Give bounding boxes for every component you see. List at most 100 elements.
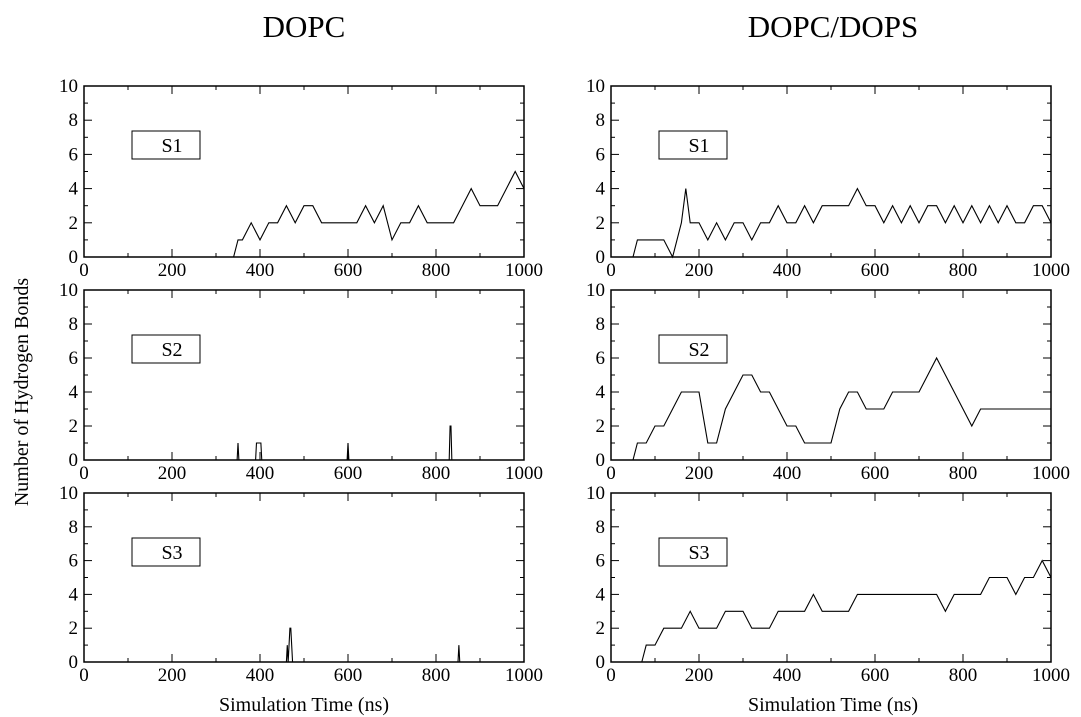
y-tick-label: 6 — [596, 144, 606, 165]
y-tick-label: 6 — [596, 551, 606, 572]
x-tick-label: 600 — [334, 463, 363, 484]
x-tick-label: 600 — [861, 463, 890, 484]
x-tick-label: 400 — [773, 463, 802, 484]
x-tick-label: 0 — [79, 463, 89, 484]
plot-frame — [83, 492, 525, 663]
x-tick-label: 0 — [606, 665, 616, 686]
data-line — [611, 187, 1052, 259]
panel-tag-box — [131, 130, 201, 160]
x-tick-label: 200 — [685, 665, 714, 686]
x-tick-label: 800 — [949, 260, 978, 281]
panel-tag-box — [658, 334, 728, 364]
plot-frame — [610, 85, 1052, 258]
y-tick-label: 2 — [596, 416, 606, 437]
plot-frame — [83, 289, 525, 461]
x-tick-label: 800 — [422, 260, 451, 281]
y-tick-label: 0 — [596, 652, 606, 673]
x-tick-label: 800 — [949, 665, 978, 686]
data-line — [611, 356, 1051, 461]
y-tick-label: 6 — [69, 348, 79, 369]
y-tick-label: 0 — [69, 652, 79, 673]
x-tick-label: 0 — [606, 463, 616, 484]
x-axis-label-left: Simulation Time (ns) — [219, 694, 389, 716]
x-tick-label: 200 — [158, 665, 187, 686]
y-tick-label: 10 — [586, 483, 605, 504]
plot-frame — [610, 492, 1052, 663]
panel-tag-label: S1 — [688, 135, 709, 157]
data-line — [84, 425, 524, 461]
x-tick-label: 1000 — [1032, 463, 1070, 484]
data-line — [611, 559, 1052, 663]
y-tick-label: 4 — [596, 584, 606, 605]
y-tick-label: 6 — [69, 551, 79, 572]
panel-tag-label: S3 — [688, 542, 709, 564]
panel-s3-dopc-dops: 0 200 400 600 800 1000 0 2 4 6 8 10 S3 — [586, 483, 1070, 686]
data-line — [84, 627, 524, 663]
x-tick-label: 400 — [773, 665, 802, 686]
y-axis-label: Number of Hydrogen Bonds — [11, 278, 33, 507]
y-tick-label: 8 — [596, 110, 606, 131]
x-tick-label: 1000 — [505, 463, 543, 484]
y-tick-label: 10 — [59, 76, 78, 97]
panel-tag-box — [658, 537, 728, 567]
y-tick-label: 2 — [69, 416, 79, 437]
y-tick-label: 2 — [596, 618, 606, 639]
x-tick-label: 1000 — [1032, 260, 1070, 281]
x-tick-label: 0 — [79, 260, 89, 281]
x-tick-label: 400 — [246, 260, 275, 281]
x-tick-label: 800 — [422, 463, 451, 484]
x-tick-label: 200 — [158, 463, 187, 484]
x-axis-label-right: Simulation Time (ns) — [748, 694, 918, 716]
x-tick-label: 1000 — [505, 665, 543, 686]
x-tick-label: 600 — [861, 665, 890, 686]
column-title-dopc: DOPC — [263, 9, 346, 44]
y-tick-label: 0 — [596, 247, 606, 268]
panel-tag-label: S2 — [688, 339, 709, 361]
y-tick-label: 0 — [596, 450, 606, 471]
y-tick-label: 4 — [69, 179, 79, 200]
x-tick-label: 600 — [861, 260, 890, 281]
y-tick-label: 10 — [59, 483, 78, 504]
panel-tag-box — [658, 130, 728, 160]
y-tick-label: 10 — [586, 76, 605, 97]
y-tick-label: 6 — [69, 144, 79, 165]
plot-frame — [83, 85, 525, 258]
x-tick-label: 1000 — [505, 260, 543, 281]
y-tick-label: 4 — [69, 382, 79, 403]
x-tick-label: 600 — [334, 665, 363, 686]
x-tick-label: 600 — [334, 260, 363, 281]
x-tick-label: 0 — [606, 260, 616, 281]
panel-s1-dopc: 0 200 400 600 800 1000 0 2 4 6 8 10 S1 — [59, 76, 543, 281]
x-tick-label: 1000 — [1032, 665, 1070, 686]
panel-s3-dopc: 0 200 400 600 800 1000 0 2 4 6 8 10 S3 — [59, 483, 543, 686]
panel-s2-dopc: 0 200 400 600 800 1000 0 2 4 6 8 10 S2 — [59, 280, 543, 484]
y-tick-label: 0 — [69, 450, 79, 471]
y-tick-label: 0 — [69, 247, 79, 268]
y-tick-label: 4 — [596, 179, 606, 200]
x-tick-label: 400 — [246, 665, 275, 686]
x-tick-label: 0 — [79, 665, 89, 686]
y-tick-label: 8 — [69, 314, 79, 335]
panel-s1-dopc-dops: 0 200 400 600 800 1000 0 2 4 6 8 10 S1 — [586, 76, 1070, 281]
y-tick-label: 6 — [596, 348, 606, 369]
panel-tag-label: S1 — [161, 135, 182, 157]
column-title-dopc-dops: DOPC/DOPS — [748, 9, 919, 44]
y-tick-label: 8 — [69, 517, 79, 538]
x-tick-label: 400 — [246, 463, 275, 484]
panel-s2-dopc-dops: 0 200 400 600 800 1000 0 2 4 6 8 10 S2 — [586, 280, 1070, 484]
plot-frame — [610, 289, 1052, 461]
panel-tag-box — [131, 334, 201, 364]
y-tick-label: 8 — [596, 314, 606, 335]
y-tick-label: 8 — [596, 517, 606, 538]
panel-tag-label: S2 — [161, 339, 182, 361]
x-tick-label: 200 — [685, 260, 714, 281]
panel-tag-box — [131, 537, 201, 567]
y-tick-label: 4 — [69, 584, 79, 605]
y-tick-label: 8 — [69, 110, 79, 131]
y-tick-label: 10 — [59, 280, 78, 301]
y-tick-label: 10 — [586, 280, 605, 301]
y-tick-label: 2 — [69, 213, 79, 234]
x-tick-label: 800 — [422, 665, 451, 686]
